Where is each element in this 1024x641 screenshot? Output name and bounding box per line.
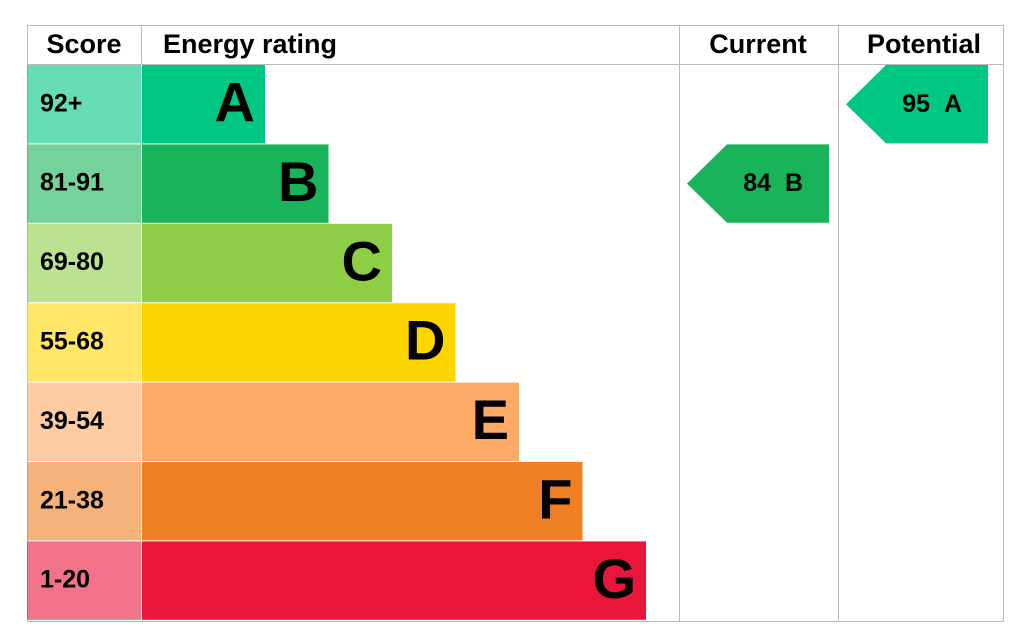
current-value: 84: [743, 169, 771, 197]
score-label: 21-38: [40, 486, 104, 514]
rating-letter: D: [405, 309, 445, 372]
rating-bar: [142, 462, 583, 541]
rating-bar: [142, 382, 519, 461]
potential-letter: A: [944, 90, 962, 118]
rating-letter: A: [215, 70, 255, 133]
rating-bar: [142, 65, 265, 144]
score-label: 39-54: [40, 407, 104, 435]
rating-letter: E: [472, 388, 509, 451]
score-cell: [27, 223, 141, 303]
score-cell: [27, 462, 141, 541]
rating-letter: F: [538, 467, 572, 530]
current-letter: B: [785, 169, 803, 197]
score-label: 69-80: [40, 248, 104, 276]
score-cell: [27, 303, 141, 382]
rating-bar: [142, 223, 392, 303]
potential-arrow: [846, 65, 988, 144]
rating-letter: C: [342, 229, 382, 292]
header-rating: Energy rating: [163, 29, 337, 59]
score-cell: [27, 144, 141, 223]
score-label: 55-68: [40, 328, 104, 356]
header-potential: Potential: [867, 29, 981, 59]
header-current: Current: [709, 29, 807, 59]
score-cell: [27, 541, 141, 620]
current-arrow: [687, 144, 829, 223]
rating-bar: [142, 144, 329, 223]
rating-bar: [142, 541, 646, 620]
score-cell: [27, 382, 141, 461]
score-label: 81-91: [40, 169, 104, 197]
header-score: Score: [46, 29, 121, 59]
rating-letter: G: [592, 547, 636, 610]
score-cell: [27, 65, 141, 144]
rating-bar: [142, 303, 456, 382]
score-label: 92+: [40, 89, 82, 117]
potential-value: 95: [902, 90, 930, 118]
score-label: 1-20: [40, 566, 90, 594]
rating-letter: B: [278, 150, 318, 213]
